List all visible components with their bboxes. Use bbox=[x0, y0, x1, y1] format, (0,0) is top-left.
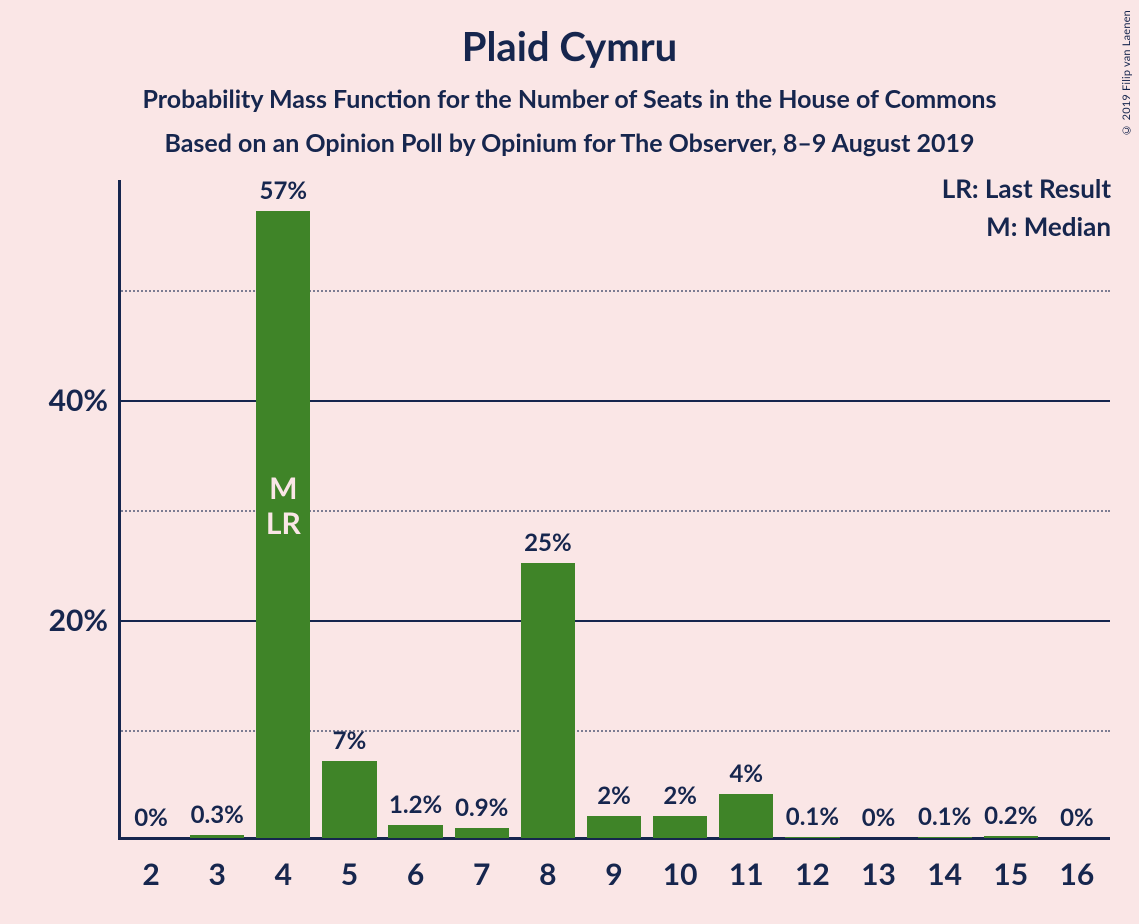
bar-value-label: 0.1% bbox=[918, 802, 971, 837]
bar: 25% bbox=[521, 563, 575, 838]
bar-value-label: 0.9% bbox=[455, 793, 508, 828]
x-tick-label: 2 bbox=[142, 856, 159, 892]
bar-value-label: 0.2% bbox=[984, 801, 1037, 836]
bar: 0.3% bbox=[190, 835, 244, 838]
bar: 0.2% bbox=[984, 836, 1038, 838]
bar: 1.2% bbox=[388, 825, 442, 838]
bar-value-label: 25% bbox=[524, 528, 572, 563]
bar-value-label: 0% bbox=[862, 803, 896, 838]
bar-value-label: 1.2% bbox=[389, 790, 442, 825]
bar-value-label: 7% bbox=[333, 726, 367, 761]
bar-value-label: 2% bbox=[597, 781, 631, 816]
x-tick-label: 14 bbox=[927, 856, 962, 892]
plot-region: 20%40% 0%0.3%57%MLR7%1.2%0.9%25%2%2%4%0.… bbox=[118, 180, 1110, 840]
chart-subtitle-1: Probability Mass Function for the Number… bbox=[0, 84, 1139, 114]
bar-overlay-marker: MLR bbox=[266, 471, 301, 540]
x-tick-label: 8 bbox=[539, 856, 556, 892]
y-tick-label: 20% bbox=[18, 602, 108, 638]
x-tick-label: 5 bbox=[341, 856, 358, 892]
x-tick-label: 6 bbox=[407, 856, 424, 892]
bar: 0.1% bbox=[785, 837, 839, 838]
bar-group: 0%0.3%57%MLR7%1.2%0.9%25%2%2%4%0.1%0%0.1… bbox=[118, 180, 1110, 840]
bar-value-label: 0% bbox=[1060, 803, 1094, 838]
x-tick-label: 16 bbox=[1060, 856, 1095, 892]
bar-value-label: 4% bbox=[729, 759, 763, 794]
chart-title: Plaid Cymru bbox=[0, 0, 1139, 70]
bar: 2% bbox=[653, 816, 707, 838]
bar-value-label: 0.1% bbox=[786, 802, 839, 837]
bar: 0.9% bbox=[455, 828, 509, 838]
x-tick-label: 12 bbox=[795, 856, 830, 892]
bar: 7% bbox=[322, 761, 376, 838]
x-tick-label: 13 bbox=[861, 856, 896, 892]
bar: 4% bbox=[719, 794, 773, 838]
bar-value-label: 2% bbox=[663, 781, 697, 816]
chart-subtitle-2: Based on an Opinion Poll by Opinium for … bbox=[0, 128, 1139, 158]
x-tick-label: 10 bbox=[663, 856, 698, 892]
y-tick-label: 40% bbox=[18, 382, 108, 418]
x-tick-label: 15 bbox=[993, 856, 1028, 892]
chart-area: LR: Last Result M: Median 20%40% 0%0.3%5… bbox=[0, 170, 1139, 924]
copyright-label: © 2019 Filip van Laenen bbox=[1120, 10, 1133, 137]
bar: 0.1% bbox=[918, 837, 972, 838]
bar-value-label: 57% bbox=[260, 176, 308, 211]
bar: 57%MLR bbox=[256, 211, 310, 838]
x-tick-label: 4 bbox=[275, 856, 292, 892]
x-tick-label: 9 bbox=[605, 856, 622, 892]
bar: 2% bbox=[587, 816, 641, 838]
x-tick-label: 3 bbox=[208, 856, 225, 892]
bar-value-label: 0% bbox=[134, 803, 168, 838]
x-tick-label: 11 bbox=[729, 856, 764, 892]
x-tick-label: 7 bbox=[473, 856, 490, 892]
bar-value-label: 0.3% bbox=[191, 800, 244, 835]
